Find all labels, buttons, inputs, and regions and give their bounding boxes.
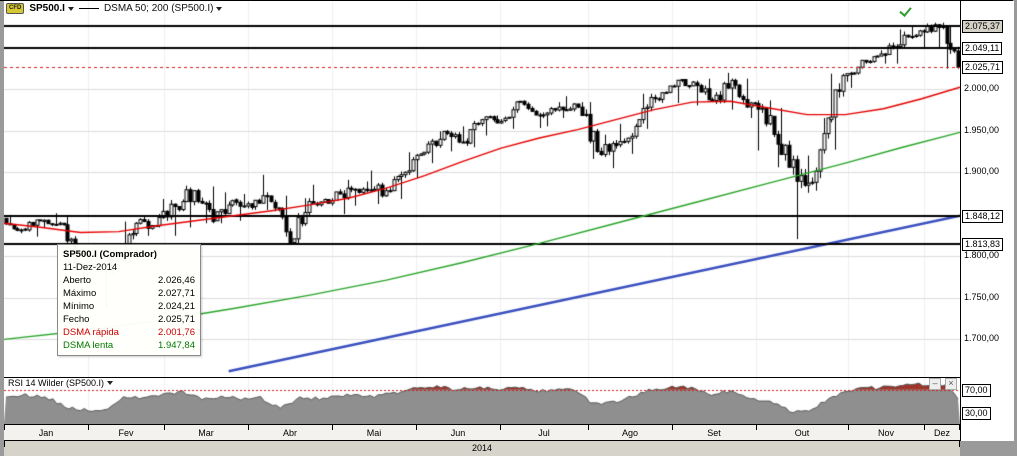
price-axis-label: 1.700,00 — [964, 333, 1000, 343]
instrument-type-badge: CFD — [6, 3, 25, 14]
month-tick — [164, 425, 165, 430]
rsi-axis-label: 30,00 — [962, 407, 991, 420]
price-axis[interactable]: 2.075,37 2.049,11 2.025,71 2.000,00 1.950,00… — [960, 1, 1014, 441]
month-label-dez: Dez — [933, 428, 950, 438]
instrument-selector[interactable]: SP500.I — [29, 3, 74, 14]
month-label-mar: Mar — [198, 428, 214, 438]
month-tick — [924, 425, 925, 430]
tooltip-row-low: Mínimo 2.024,21 — [63, 301, 195, 312]
chevron-down-icon — [216, 6, 223, 11]
month-tick — [672, 425, 673, 430]
tooltip-row-high: Máximo 2.027,71 — [63, 288, 195, 299]
price-axis-label: 2.025,71 — [962, 61, 1004, 74]
month-label-fev: Fev — [118, 428, 134, 438]
indicator-label: DSMA 50; 200 (SP500.I) — [103, 3, 214, 14]
rsi-panel[interactable]: RSI 14 Wilder (SP500.I) – × — [4, 378, 960, 425]
rsi-panel-controls: – × — [929, 378, 957, 390]
main-chart-area[interactable]: CFD SP500.I DSMA 50; 200 (SP500.I) SP500… — [4, 1, 960, 378]
price-axis-label: 1.900,00 — [964, 166, 1000, 176]
price-tooltip: SP500.I (Comprador) 11-Dez-2014 Aberto 2.… — [57, 244, 201, 356]
collapse-panel-button[interactable]: – — [929, 378, 941, 390]
month-label-jun: Jun — [450, 428, 466, 438]
price-axis-label: 1.750,00 — [964, 292, 1000, 302]
tooltip-title: SP500.I (Comprador) — [63, 249, 157, 260]
month-tick — [88, 425, 89, 430]
close-panel-button[interactable]: × — [945, 378, 957, 390]
month-tick — [248, 425, 249, 430]
month-label-out: Out — [794, 428, 810, 438]
month-label-jul: Jul — [538, 428, 550, 438]
price-axis-label: 1.800,00 — [964, 250, 1000, 260]
price-axis-label: 1.950,00 — [964, 125, 1000, 135]
month-tick — [500, 425, 501, 430]
price-axis-label: 2.049,11 — [962, 42, 1003, 55]
price-axis-label: 2.075,37 — [962, 20, 1004, 33]
rsi-chart-canvas[interactable] — [4, 378, 960, 424]
month-label-ago: Ago — [621, 428, 638, 438]
tooltip-date: 11-Dez-2014 — [63, 262, 118, 273]
chevron-down-icon — [67, 6, 74, 11]
month-tick — [588, 425, 589, 430]
year-tick — [959, 441, 960, 447]
year-tick — [4, 441, 5, 447]
tooltip-row-dsma-fast: DSMA rápida 2.001,76 — [63, 327, 195, 338]
month-tick — [4, 425, 5, 430]
month-label-set: Set — [707, 428, 721, 438]
price-axis-label: 1.813,83 — [962, 238, 1004, 251]
month-tick — [848, 425, 849, 430]
chevron-down-icon — [107, 381, 114, 385]
rsi-indicator-selector[interactable]: RSI 14 Wilder (SP500.I) — [6, 378, 116, 388]
instrument-label: SP500.I — [29, 3, 65, 14]
year-band: 2014 — [4, 441, 960, 456]
rsi-indicator-label: RSI 14 Wilder (SP500.I) — [8, 378, 105, 388]
tooltip-row-dsma-slow: DSMA lenta 1.947,84 — [63, 340, 195, 351]
window-top-border — [0, 0, 1013, 1]
month-tick — [332, 425, 333, 430]
month-tick — [959, 425, 960, 430]
time-axis[interactable]: Jan Fev Mar Abr Mai Jun Jul Ago Set Out Nov Dez — [4, 425, 960, 441]
indicator-selector[interactable]: DSMA 50; 200 (SP500.I) — [104, 3, 223, 14]
month-label-jan: Jan — [38, 428, 54, 438]
month-tick — [756, 425, 757, 430]
year-label: 2014 — [471, 443, 493, 453]
indicator-line-sample — [78, 8, 99, 9]
price-axis-label: 1.848,12 — [962, 210, 1004, 223]
chart-header: CFD SP500.I DSMA 50; 200 (SP500.I) — [6, 3, 223, 14]
tooltip-row-open: Aberto 2.026,46 — [63, 275, 195, 286]
tooltip-row-close: Fecho 2.025,71 — [63, 314, 195, 325]
month-label-nov: Nov — [877, 428, 894, 438]
price-axis-label: 2.000,00 — [964, 83, 1000, 93]
month-tick — [416, 425, 417, 430]
month-label-mai: Mai — [366, 428, 382, 438]
month-label-abr: Abr — [282, 428, 297, 438]
rsi-axis-label: 70,00 — [962, 384, 991, 397]
